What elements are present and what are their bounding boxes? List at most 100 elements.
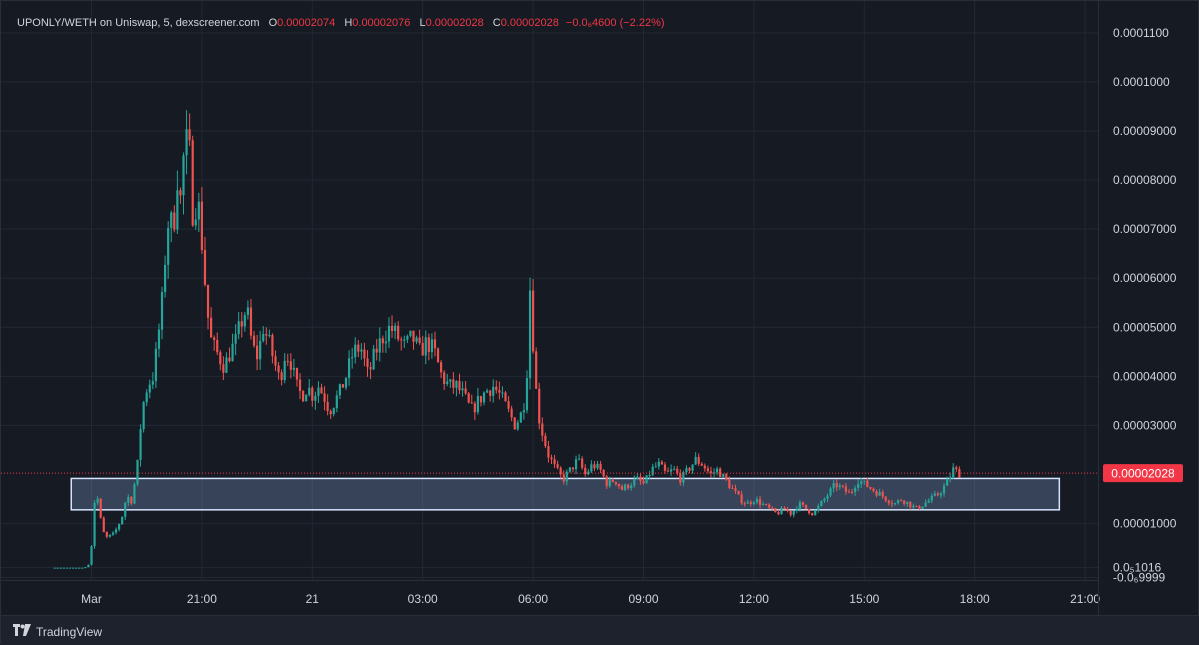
candle-body [412, 330, 415, 342]
candle-body [449, 379, 452, 382]
time-axis[interactable]: Mar 21:00 21 03:00 06:00 09:00 12:00 15:00 18:00… [81, 592, 1100, 606]
candle-body [599, 463, 602, 470]
candle [461, 381, 464, 397]
candle-body [786, 509, 789, 512]
candle-body [538, 388, 541, 424]
candle [783, 506, 786, 510]
candle-body [75, 567, 78, 569]
candle [302, 389, 305, 402]
price-tick-label: 0.0001100 [1113, 26, 1169, 40]
candle [933, 490, 936, 497]
candle [719, 467, 722, 478]
candle [363, 342, 366, 367]
candle-body [712, 472, 716, 474]
candle-body [657, 461, 660, 467]
candle-body [99, 498, 102, 518]
candle-body [130, 497, 133, 504]
candle [574, 455, 578, 474]
candle [887, 499, 890, 506]
candle [620, 484, 624, 491]
candle [538, 382, 541, 430]
candle-body [731, 487, 734, 489]
candle [808, 508, 811, 515]
candle-body [409, 330, 412, 336]
candle-body [311, 387, 314, 401]
candle [93, 500, 96, 549]
candle [893, 502, 897, 506]
candle [130, 496, 133, 506]
candle [510, 405, 513, 422]
candle-body [354, 344, 357, 358]
candle [522, 403, 525, 420]
candle-body [194, 219, 197, 226]
candle [682, 470, 685, 487]
candle [559, 466, 562, 479]
candle [452, 371, 455, 394]
candle-body [691, 464, 694, 471]
candle-body [550, 457, 553, 460]
candle [749, 500, 752, 507]
candle [213, 335, 216, 351]
candle [102, 516, 105, 533]
candle-body [467, 393, 470, 403]
candle [443, 370, 446, 390]
candle [78, 567, 81, 569]
candle-body [240, 321, 243, 327]
candle-body [832, 483, 835, 489]
time-tick-label: 18:00 [960, 592, 990, 606]
candle [838, 483, 841, 490]
candle-body [860, 481, 863, 484]
candle-body [332, 408, 335, 415]
candle-body [295, 367, 299, 380]
candle [387, 317, 391, 349]
candle [390, 315, 394, 338]
candle [332, 407, 335, 417]
candle-body [850, 491, 854, 493]
candle [65, 567, 69, 569]
candle [430, 333, 433, 359]
candle [516, 419, 519, 431]
tradingview-brand[interactable]: TradingView [13, 624, 102, 639]
candle [160, 286, 164, 340]
candle [780, 506, 783, 515]
candle-body [400, 339, 403, 341]
candle-body [645, 475, 648, 484]
time-tick-label: 15:00 [849, 592, 879, 606]
candle-body [56, 567, 59, 569]
candle-body [363, 349, 366, 359]
candle-body [274, 356, 277, 366]
candle [351, 347, 354, 369]
candle [651, 463, 654, 477]
change-value: −0.0₆4600 (−2.22%) [565, 17, 665, 29]
candle-body [541, 423, 544, 436]
candle [660, 460, 663, 465]
candle [578, 454, 581, 461]
candle [274, 350, 277, 371]
candle [118, 523, 121, 532]
candle [99, 498, 102, 519]
candle [133, 482, 136, 505]
candle [498, 381, 501, 400]
candle [847, 489, 851, 493]
price-tick-label: 0.00008000 [1113, 173, 1177, 187]
candle-body [633, 478, 636, 486]
candle-body [133, 484, 136, 504]
price-axis[interactable]: 0.0001100 0.0001000 0.00009000 0.00008000 0.… [1103, 26, 1183, 585]
candle-body [473, 403, 476, 413]
candle [164, 255, 167, 298]
time-tick-label: 21:00 [1070, 592, 1100, 606]
candle-body [160, 292, 164, 330]
candle [795, 506, 798, 514]
candle [841, 484, 844, 489]
candle-body [136, 459, 139, 485]
candle [84, 567, 87, 569]
candle-body [446, 381, 449, 384]
candle-body [946, 478, 949, 486]
candle-body [501, 392, 504, 394]
candle [550, 454, 553, 465]
candle [357, 340, 360, 358]
candle [176, 170, 179, 235]
candle-body [206, 284, 210, 318]
candle-body [219, 352, 222, 365]
